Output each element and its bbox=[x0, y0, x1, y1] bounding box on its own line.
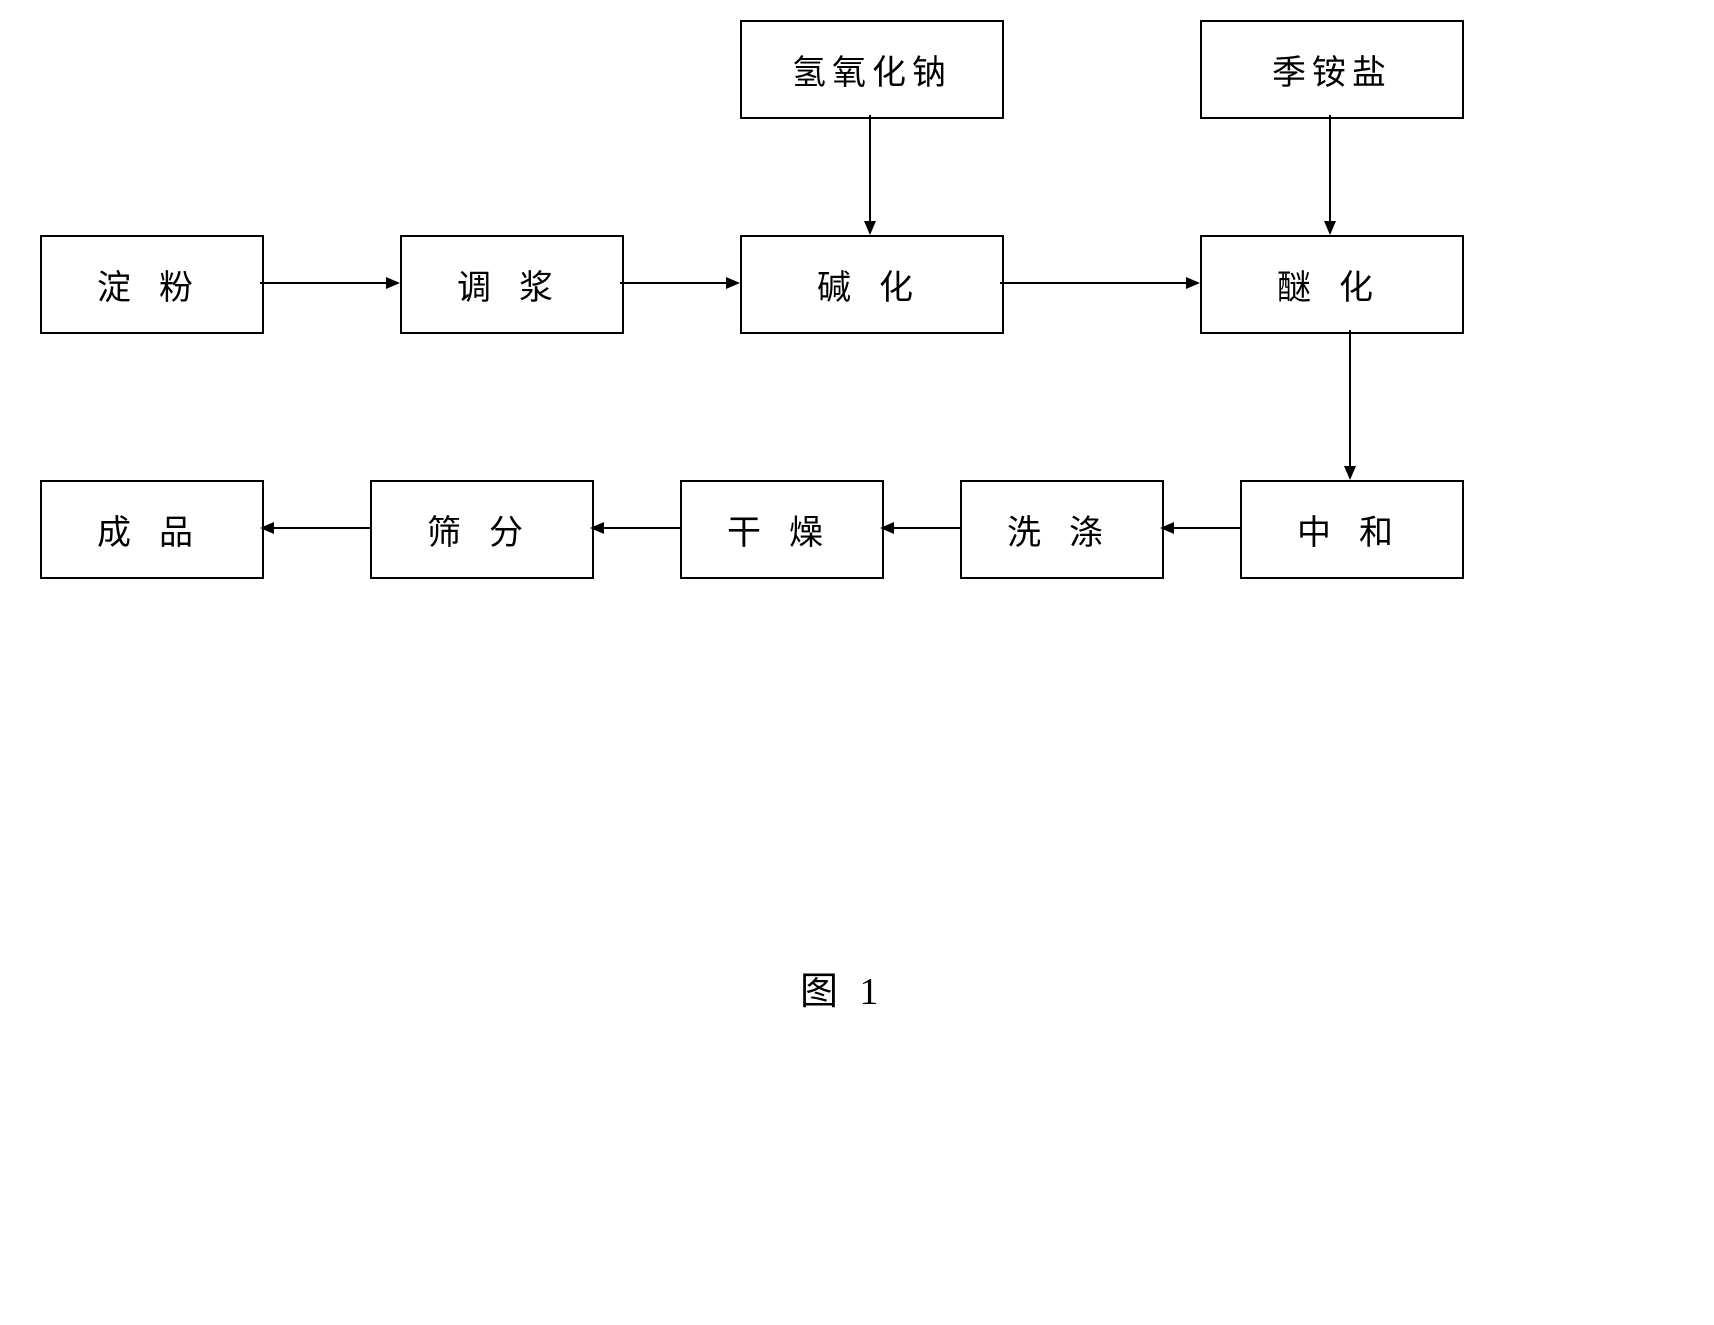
node-mix: 调浆 bbox=[400, 235, 624, 334]
node-dry-label: 干燥 bbox=[713, 505, 851, 554]
node-product: 成品 bbox=[40, 480, 264, 579]
flowchart-canvas: 氢氧化钠 季铵盐 淀粉 调浆 碱化 醚化 中和 洗涤 干燥 筛分 成品 bbox=[0, 0, 1714, 1325]
node-neutral: 中和 bbox=[1240, 480, 1464, 579]
node-wash: 洗涤 bbox=[960, 480, 1164, 579]
node-product-label: 成品 bbox=[83, 505, 221, 554]
node-alkali-label: 碱化 bbox=[803, 260, 941, 309]
node-sieve-label: 筛分 bbox=[413, 505, 551, 554]
node-naoh-label: 氢氧化钠 bbox=[792, 45, 952, 94]
node-starch-label: 淀粉 bbox=[83, 260, 221, 309]
node-starch: 淀粉 bbox=[40, 235, 264, 334]
node-qas: 季铵盐 bbox=[1200, 20, 1464, 119]
node-ether: 醚化 bbox=[1200, 235, 1464, 334]
node-neutral-label: 中和 bbox=[1283, 505, 1421, 554]
node-qas-label: 季铵盐 bbox=[1272, 45, 1392, 94]
node-naoh: 氢氧化钠 bbox=[740, 20, 1004, 119]
figure-caption: 图 1 bbox=[800, 960, 885, 1015]
flow-arrows bbox=[0, 0, 1714, 1325]
node-wash-label: 洗涤 bbox=[993, 505, 1131, 554]
figure-caption-text: 图 1 bbox=[800, 971, 885, 1013]
node-mix-label: 调浆 bbox=[443, 260, 581, 309]
node-sieve: 筛分 bbox=[370, 480, 594, 579]
node-dry: 干燥 bbox=[680, 480, 884, 579]
node-alkali: 碱化 bbox=[740, 235, 1004, 334]
node-ether-label: 醚化 bbox=[1263, 260, 1401, 309]
